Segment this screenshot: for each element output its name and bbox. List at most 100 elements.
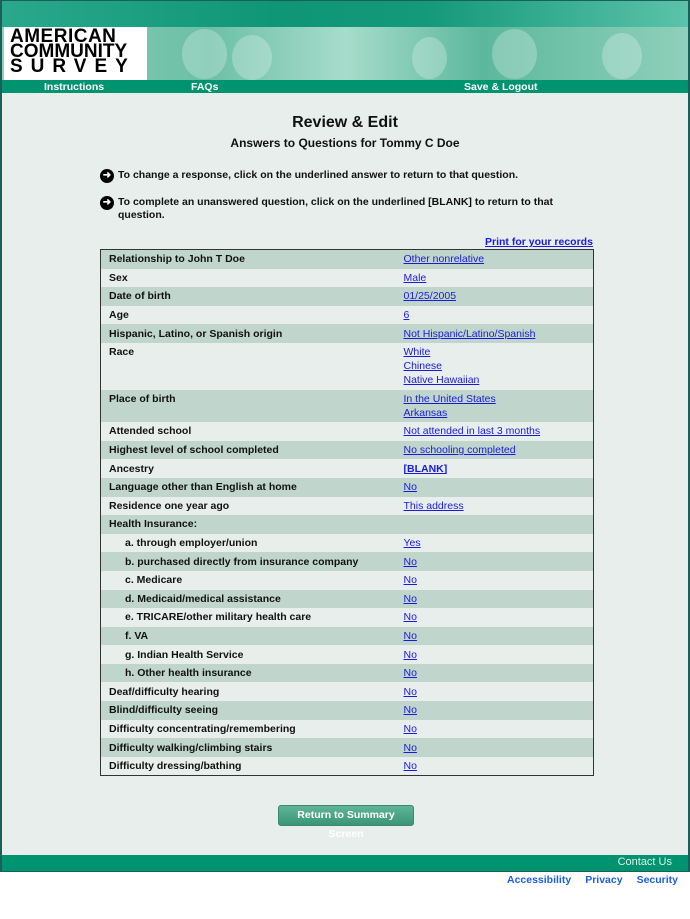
answer-cell: No <box>396 664 594 683</box>
table-row: Highest level of school completed No scho… <box>100 440 594 460</box>
acs-logo: AMERICAN COMMUNITY SURVEY <box>4 27 147 80</box>
answer-link[interactable]: 01/25/2005 <box>403 290 457 303</box>
arrow-right-icon: ➜ <box>100 169 114 183</box>
logo-line: COMMUNITY <box>10 41 128 62</box>
answer-link[interactable]: No <box>403 574 417 587</box>
question-label: Highest level of school completed <box>109 444 279 457</box>
nav-save-logout[interactable]: Save & Logout <box>464 81 538 93</box>
question-label: Difficulty concentrating/remembering <box>109 722 296 735</box>
answer-link[interactable]: Male <box>403 271 427 284</box>
question-label: Deaf/difficulty hearing <box>109 685 220 698</box>
answer-cell: Not Hispanic/Latino/Spanish <box>396 324 594 343</box>
answer-link[interactable]: Other nonrelative <box>403 253 485 266</box>
answer-link[interactable]: Not Hispanic/Latino/Spanish <box>403 327 536 340</box>
question-label: Difficulty walking/climbing stairs <box>109 741 273 754</box>
answer-link[interactable]: No schooling completed <box>403 444 516 457</box>
answer-link[interactable]: No <box>403 685 417 698</box>
table-row: Ancestry [BLANK] <box>100 459 594 478</box>
table-row: Health Insurance: <box>100 515 594 534</box>
answer-link[interactable]: No <box>403 667 417 680</box>
question-label: Relationship to John T Doe <box>109 253 245 266</box>
contact-us-link[interactable]: Contact Us <box>617 856 672 868</box>
nav-faqs[interactable]: FAQs <box>191 81 219 93</box>
footer-links: Accessibility Privacy Security <box>507 874 678 886</box>
answer-link[interactable]: In the United States <box>403 392 496 405</box>
page-frame: AMERICAN COMMUNITY SURVEY Instructions F… <box>0 0 690 872</box>
answer-link[interactable]: No <box>403 629 417 642</box>
answer-link[interactable]: No <box>403 722 417 735</box>
table-row: c. Medicare No <box>100 570 594 590</box>
question-label: d. Medicaid/medical assistance <box>125 592 281 605</box>
answer-link[interactable]: White <box>403 346 431 359</box>
answer-cell: No <box>396 701 594 720</box>
nav-bar: Instructions FAQs Save & Logout <box>2 80 688 93</box>
accessibility-link[interactable]: Accessibility <box>506 874 572 886</box>
logo-line: AMERICAN <box>10 26 117 47</box>
question-label: Ancestry <box>109 462 154 475</box>
question-label: Hispanic, Latino, or Spanish origin <box>109 327 283 340</box>
question-label: h. Other health insurance <box>125 667 252 680</box>
table-row: Difficulty dressing/bathing No <box>100 756 594 776</box>
answer-link[interactable]: No <box>403 760 417 773</box>
table-row: Language other than English at home No <box>100 477 594 497</box>
answer-link[interactable]: No <box>403 648 417 661</box>
answer-cell: No <box>396 627 594 646</box>
answer-cell: No <box>396 478 594 497</box>
table-row: Sex Male <box>100 268 594 288</box>
question-label: e. TRICARE/other military health care <box>125 611 312 624</box>
answer-cell: No <box>396 590 594 609</box>
answer-cell: Yes <box>396 534 594 553</box>
privacy-link[interactable]: Privacy <box>585 874 623 886</box>
answer-link[interactable]: No <box>403 741 417 754</box>
return-to-summary-button[interactable]: Return to Summary Screen <box>278 805 414 840</box>
table-row: Age 6 <box>100 305 594 325</box>
answer-link[interactable]: Chinese <box>403 360 443 373</box>
instruction-text: To change a response, click on the under… <box>118 169 519 181</box>
answer-link[interactable]: Arkansas <box>403 406 448 419</box>
question-label: g. Indian Health Service <box>125 648 244 661</box>
answer-cell: No schooling completed <box>396 441 594 460</box>
security-link[interactable]: Security <box>636 874 678 886</box>
question-label: Language other than English at home <box>109 481 297 494</box>
instruction-text: To complete an unanswered question, clic… <box>118 196 553 221</box>
logo-line: SURVEY <box>10 56 136 77</box>
question-label: Race <box>109 346 135 359</box>
top-banner <box>2 1 688 27</box>
answer-cell: No <box>396 682 594 701</box>
answer-link[interactable]: Not attended in last 3 months <box>403 425 541 438</box>
answer-link[interactable]: No <box>403 555 417 568</box>
nav-instructions[interactable]: Instructions <box>44 81 105 93</box>
answer-cell: No <box>396 571 594 590</box>
table-row: Relationship to John T Doe Other nonrelat… <box>100 249 594 269</box>
table-row: a. through employer/union Yes <box>100 533 594 553</box>
question-label: Sex <box>109 271 128 284</box>
page-subtitle: Answers to Questions for Tommy C Doe <box>230 136 460 150</box>
table-row: Blind/difficulty seeing No <box>100 701 594 720</box>
answer-link[interactable]: No <box>403 704 417 717</box>
answer-cell <box>396 515 594 534</box>
table-row: e. TRICARE/other military health care No <box>100 608 594 627</box>
table-row: Race White Chinese Native Hawaiian <box>100 342 594 390</box>
answer-link[interactable]: This address <box>403 499 464 512</box>
answer-cell: [BLANK] <box>396 459 594 478</box>
question-label: Attended school <box>109 425 192 438</box>
answer-link[interactable]: [BLANK] <box>403 462 448 475</box>
answer-cell: Not attended in last 3 months <box>396 422 594 441</box>
answer-link[interactable]: No <box>403 611 417 624</box>
answer-link[interactable]: No <box>403 592 417 605</box>
answer-link[interactable]: No <box>403 481 417 494</box>
answer-cell: No <box>396 757 594 776</box>
answer-cell: No <box>396 608 594 627</box>
answer-cell: Other nonrelative <box>396 250 594 269</box>
answer-cell: White Chinese Native Hawaiian <box>396 343 594 390</box>
answer-cell: This address <box>396 497 594 516</box>
answer-link[interactable]: Native Hawaiian <box>403 374 480 387</box>
answer-link[interactable]: 6 <box>403 309 410 322</box>
header-photo-banner: AMERICAN COMMUNITY SURVEY <box>2 27 688 80</box>
answer-link[interactable]: Yes <box>403 537 421 550</box>
answer-cell: Male <box>396 269 594 288</box>
print-link[interactable]: Print for your records <box>485 236 593 248</box>
answer-cell: 6 <box>396 306 594 325</box>
page-title: Review & Edit <box>292 114 398 131</box>
question-label: a. through employer/union <box>125 537 258 550</box>
